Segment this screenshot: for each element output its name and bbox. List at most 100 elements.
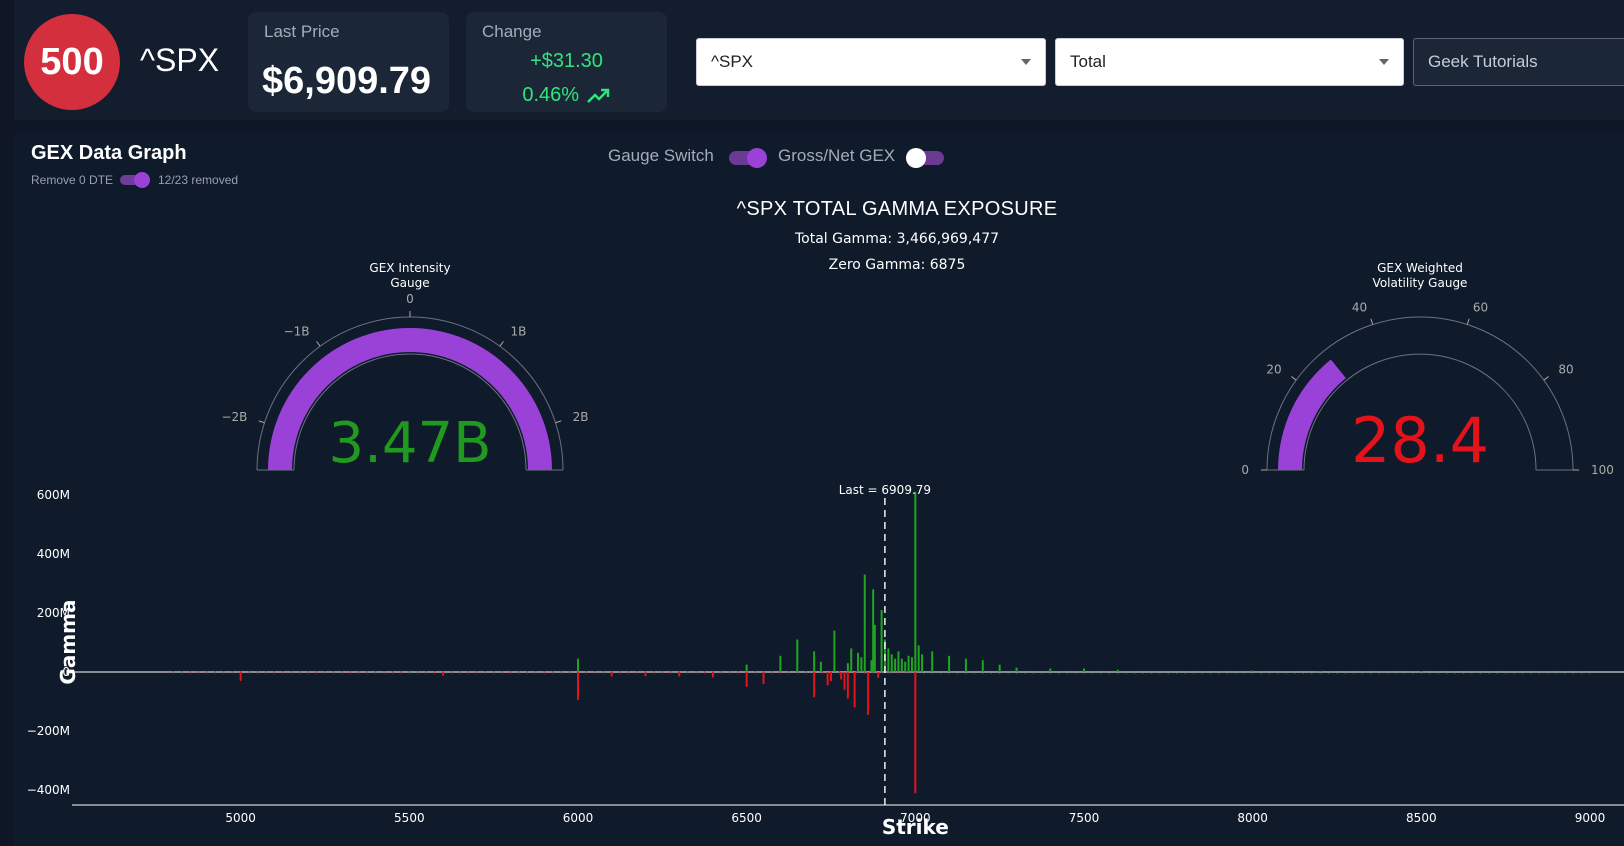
gauge-tick-mark [258, 420, 265, 424]
x-tick-label: 8500 [1406, 811, 1437, 825]
gauge-tick-mark [1370, 318, 1374, 325]
gamma-bar [796, 639, 799, 673]
last-price-label: Last Price [264, 22, 340, 41]
gauge-outline [1266, 316, 1574, 471]
gauge-title: Gauge [390, 276, 429, 290]
x-tick-label: 5500 [394, 811, 425, 825]
gamma-bar [860, 657, 863, 673]
last-price-card: Last Price $6,909.79 [248, 12, 449, 112]
gamma-bar [897, 651, 900, 673]
x-tick-label: 6500 [731, 811, 762, 825]
gamma-bar [873, 624, 876, 673]
gamma-bar [711, 672, 714, 678]
gamma-bar [894, 658, 897, 673]
symbol-select[interactable]: ^SPX [696, 38, 1046, 86]
gross-net-toggle[interactable] [906, 148, 944, 168]
toggle-knob [747, 148, 767, 168]
gamma-bar [678, 672, 681, 677]
chevron-down-icon [1379, 59, 1389, 65]
gamma-bar [872, 589, 875, 673]
toggle-knob [134, 172, 150, 188]
change-amount: +$31.30 [530, 50, 603, 72]
gamma-bar [826, 672, 829, 686]
ticker-symbol: ^SPX [140, 42, 220, 78]
change-percent: 0.46% [522, 84, 580, 106]
gross-net-label: Gross/Net GEX [778, 146, 896, 165]
gauge-switch-label: Gauge Switch [608, 146, 714, 165]
change-label: Change [482, 22, 542, 41]
gauge-outline [256, 316, 564, 471]
gamma-bar [819, 661, 822, 673]
gamma-bar [880, 610, 883, 673]
x-tick-label: 9000 [1575, 811, 1606, 825]
gauge-tick-mark [316, 341, 321, 347]
change-card: Change +$31.30 0.46% [466, 12, 667, 112]
geek-tutorials-button[interactable]: Geek Tutorials [1413, 38, 1624, 86]
last-price-label: Last = 6909.79 [839, 483, 931, 497]
gamma-bar [914, 491, 917, 673]
gamma-bar [1420, 671, 1423, 673]
gamma-bar [1319, 670, 1322, 673]
x-axis-title: Strike [882, 815, 949, 839]
chart-title: ^SPX TOTAL GAMMA EXPOSURE [736, 198, 1058, 220]
gex-graph-panel [14, 132, 1624, 846]
gamma-bar [863, 574, 866, 673]
x-tick-label: 7500 [1069, 811, 1100, 825]
gamma-bar [833, 630, 836, 673]
remove-0dte-toggle[interactable] [120, 172, 150, 188]
gamma-bar [840, 672, 843, 680]
gamma-bar [1251, 670, 1254, 673]
x-tick-label: 8000 [1237, 811, 1268, 825]
x-tick-label: 7000 [900, 811, 931, 825]
gamma-bar [921, 654, 924, 673]
gauge-value-band [1278, 359, 1346, 470]
zero-gamma-text: Zero Gamma: 6875 [828, 257, 966, 273]
removed-note: 12/23 removed [158, 173, 239, 187]
gauge-tick-label: 60 [1473, 300, 1488, 314]
gamma-bar [948, 655, 951, 673]
symbol-select-value: ^SPX [711, 52, 753, 71]
y-tick-label: 600M [37, 488, 70, 502]
gamma-bar [1015, 667, 1018, 673]
gauge-inner-outline [293, 353, 527, 471]
logo-badge[interactable]: 500 [24, 14, 120, 110]
y-tick-label: −400M [27, 783, 70, 797]
gauge-inner-outline [1303, 353, 1537, 471]
gauge-tick-label: 2B [573, 410, 589, 424]
gamma-bar [745, 672, 748, 687]
gamma-bar [887, 648, 890, 673]
gamma-bar [853, 672, 856, 708]
toggle-knob [906, 148, 926, 168]
gamma-bar [846, 663, 849, 673]
y-tick-label: 400M [37, 547, 70, 561]
gamma-type-select[interactable]: Total [1055, 38, 1404, 86]
gamma-bar [762, 672, 765, 684]
gamma-bar [890, 654, 893, 673]
gamma-bar [239, 672, 242, 681]
gamma-bar [644, 672, 647, 677]
x-tick-label: 6000 [563, 811, 594, 825]
gamma-type-select-value: Total [1070, 52, 1106, 71]
gamma-bar [877, 672, 880, 678]
gamma-bar [1083, 668, 1085, 673]
total-gamma-text: Total Gamma: 3,466,969,477 [794, 231, 1000, 247]
gamma-bar [1049, 668, 1052, 673]
gamma-bar [830, 672, 832, 681]
gauge-switch-toggle[interactable] [729, 148, 767, 168]
gamma-bar [867, 672, 870, 715]
gauge-tick-mark [499, 341, 504, 347]
gamma-bar [981, 660, 984, 673]
gauge-tick-label: 20 [1266, 362, 1281, 376]
gauge-tick-label: 100 [1591, 463, 1614, 477]
gamma-bar [846, 672, 849, 699]
gamma-bar [914, 672, 917, 794]
gamma-bar [843, 672, 846, 690]
gamma-bar [577, 672, 579, 701]
gauge-tick-label: 0 [406, 292, 414, 306]
gauge-title: GEX Intensity [369, 261, 450, 275]
gauge-tick-mark [1466, 318, 1470, 325]
gamma-bar [907, 655, 910, 673]
chevron-down-icon [1021, 59, 1031, 65]
y-tick-label: −200M [27, 724, 70, 738]
